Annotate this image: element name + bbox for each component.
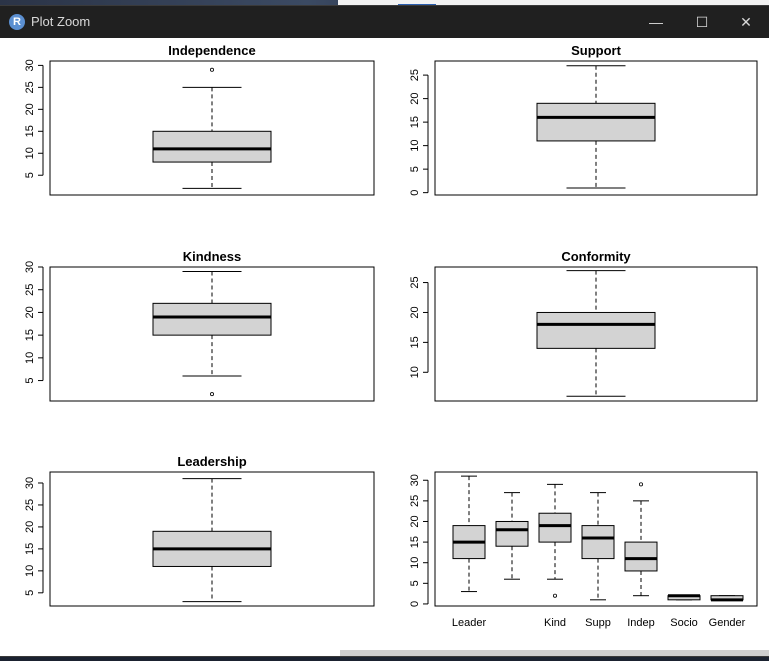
plot-frame (49, 266, 375, 402)
background-window-bottom (340, 650, 769, 656)
y-tick-label: 5 (24, 590, 36, 596)
box-supp (581, 492, 615, 601)
plot-title: Kindness (183, 249, 242, 264)
y-tick-label: 5 (409, 580, 421, 586)
y-tick-label: 5 (24, 172, 36, 178)
y-tick-label: 20 (24, 306, 36, 318)
x-tick-label: Kind (544, 617, 566, 629)
boxplot-panel-combined: 0 5 10 15 20 25 30 Leader Kind Supp Indep Socio Gend… (409, 471, 758, 629)
plot-area: Independence 5 10 15 20 25 30 Support 0 5 10 15 20 25… (0, 38, 769, 656)
y-tick-label: 15 (409, 336, 421, 348)
plot-zoom-window: R Plot Zoom — ☐ ✕ Independence 5 10 15 20 25 3… (0, 6, 769, 656)
box-series-1 (536, 270, 656, 397)
outlier-point (553, 593, 558, 598)
boxplot-panel-independence: Independence 5 10 15 20 25 30 (24, 43, 375, 196)
plot-title: Conformity (561, 249, 631, 264)
y-tick-label: 25 (409, 276, 421, 288)
y-tick-label: 20 (409, 306, 421, 318)
plot-frame (434, 60, 758, 196)
y-tick-label: 25 (409, 495, 421, 507)
plot-title: Support (571, 43, 621, 58)
iqr-box (581, 525, 615, 560)
box-series-1 (536, 65, 656, 189)
desktop-background-strip (0, 0, 769, 8)
boxplot-panel-leadership: Leadership 5 10 15 20 25 30 (24, 454, 375, 607)
box-series-2 (495, 492, 529, 580)
box-series-1 (152, 271, 272, 397)
y-tick-label: 15 (24, 125, 36, 137)
background-tab-indicator (398, 4, 436, 6)
plot-title: Leadership (177, 454, 246, 469)
y-tick-label: 20 (409, 515, 421, 527)
x-tick-label: Gender (709, 617, 746, 629)
box-leader (452, 475, 486, 593)
iqr-box (495, 520, 529, 547)
minimize-button[interactable]: — (649, 14, 663, 30)
x-tick-label: Socio (670, 617, 698, 629)
y-tick-label: 10 (24, 352, 36, 364)
y-tick-label: 5 (409, 166, 421, 172)
iqr-box (624, 541, 658, 572)
outlier-point (209, 67, 214, 72)
y-tick-label: 15 (24, 329, 36, 341)
y-tick-label: 10 (409, 140, 421, 152)
x-tick-label: Indep (627, 617, 655, 629)
y-tick-label: 25 (24, 81, 36, 93)
background-window-edge (338, 0, 769, 6)
y-tick-label: 30 (409, 474, 421, 486)
box-kind (538, 483, 572, 598)
y-tick-label: 10 (409, 557, 421, 569)
iqr-box (536, 311, 656, 349)
y-tick-label: 25 (409, 69, 421, 81)
y-tick-label: 0 (409, 601, 421, 607)
box-series-1 (152, 67, 272, 189)
box-series-1 (152, 478, 272, 603)
x-tick-label: Supp (585, 617, 611, 629)
window-title: Plot Zoom (31, 14, 91, 29)
y-tick-label: 20 (24, 521, 36, 533)
y-tick-label: 20 (24, 103, 36, 115)
y-tick-label: 30 (24, 59, 36, 71)
iqr-box (152, 302, 272, 336)
iqr-box (536, 102, 656, 142)
y-tick-label: 15 (409, 116, 421, 128)
y-tick-label: 10 (409, 366, 421, 378)
close-button[interactable]: ✕ (740, 14, 752, 30)
boxplot-panel-kindness: Kindness 5 10 15 20 25 30 (24, 249, 375, 402)
window-titlebar[interactable]: R Plot Zoom — ☐ ✕ (0, 6, 769, 38)
maximize-button[interactable]: ☐ (695, 14, 709, 30)
box-indep (624, 482, 658, 597)
outlier-point (209, 392, 214, 397)
y-tick-label: 25 (24, 284, 36, 296)
y-tick-label: 15 (409, 536, 421, 548)
y-tick-label: 5 (24, 377, 36, 383)
plot-frame (49, 471, 375, 607)
plot-frame (434, 266, 758, 402)
boxplot-grid: Independence 5 10 15 20 25 30 Support 0 5 10 15 20 25… (24, 43, 758, 629)
y-tick-label: 25 (24, 499, 36, 511)
y-tick-label: 30 (24, 261, 36, 273)
x-tick-label: Leader (452, 617, 487, 629)
plot-title: Independence (168, 43, 255, 58)
iqr-box (538, 512, 572, 543)
y-tick-label: 20 (409, 92, 421, 104)
boxplot-panel-conformity: Conformity 10 15 20 25 (409, 249, 758, 402)
iqr-box (152, 130, 272, 163)
y-tick-label: 10 (24, 147, 36, 159)
box-socio (667, 594, 701, 601)
y-tick-label: 10 (24, 565, 36, 577)
plot-frame (434, 471, 758, 607)
y-tick-label: 15 (24, 543, 36, 555)
y-tick-label: 30 (24, 477, 36, 489)
plot-frame (49, 60, 375, 196)
boxplot-panel-support: Support 0 5 10 15 20 25 (409, 43, 758, 196)
y-tick-label: 0 (409, 190, 421, 196)
box-gender (710, 595, 744, 602)
r-app-icon: R (9, 14, 25, 30)
outlier-point (639, 482, 644, 487)
